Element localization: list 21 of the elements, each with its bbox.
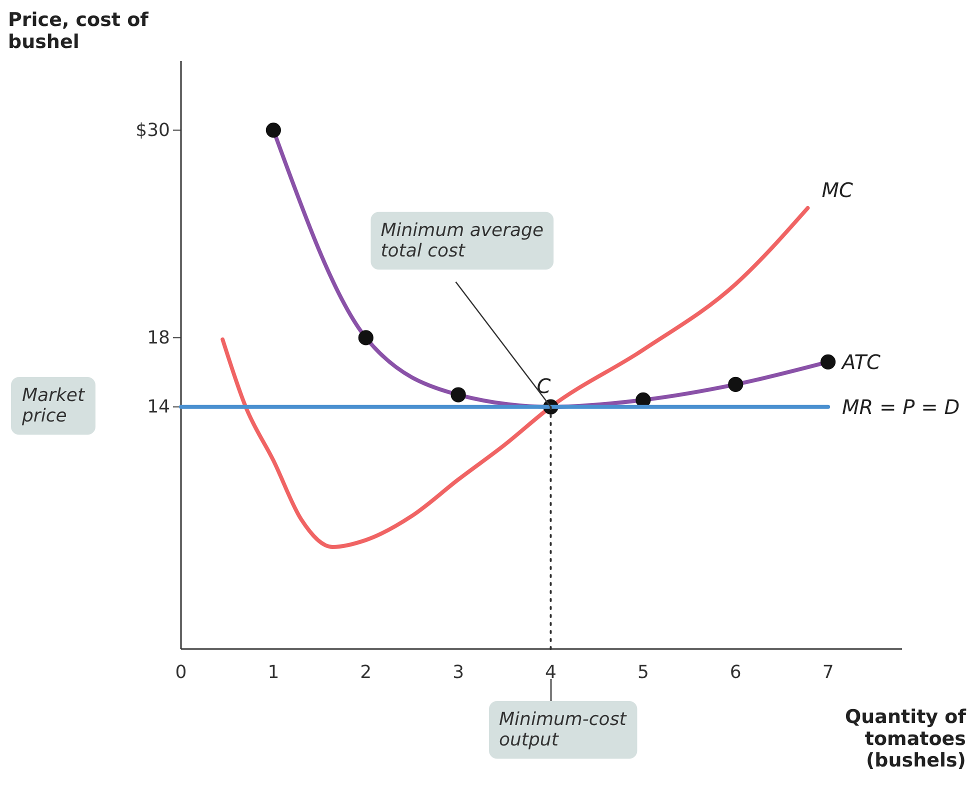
y-tick-label: $30 xyxy=(136,120,170,141)
x-tick-label: 2 xyxy=(360,662,372,683)
annotation: Minimum average total cost xyxy=(380,220,544,262)
x-tick-label: 4 xyxy=(545,662,556,683)
x-tick-label: 6 xyxy=(730,662,742,683)
text: Market price xyxy=(21,385,86,427)
x-tick-label: 7 xyxy=(822,662,834,683)
x-tick-label: 0 xyxy=(175,662,187,683)
x-axis-title: Quantity of tomatoes (bushels) xyxy=(844,706,967,772)
y-axis-title: Price, cost of bushel xyxy=(8,9,150,53)
x-tick-label: 3 xyxy=(452,662,464,683)
series-label: MC xyxy=(822,178,853,202)
series-label: ATC xyxy=(840,350,880,374)
line-series xyxy=(220,206,810,549)
text: Minimum-cost output xyxy=(499,709,628,751)
series-label: MR = P = D xyxy=(842,394,960,419)
annotation: C xyxy=(536,374,551,398)
y-tick-label: 14 xyxy=(147,396,170,418)
x-tick-label: 5 xyxy=(637,662,649,683)
y-tick-label: 18 xyxy=(147,327,170,348)
x-tick-label: 1 xyxy=(268,662,280,683)
